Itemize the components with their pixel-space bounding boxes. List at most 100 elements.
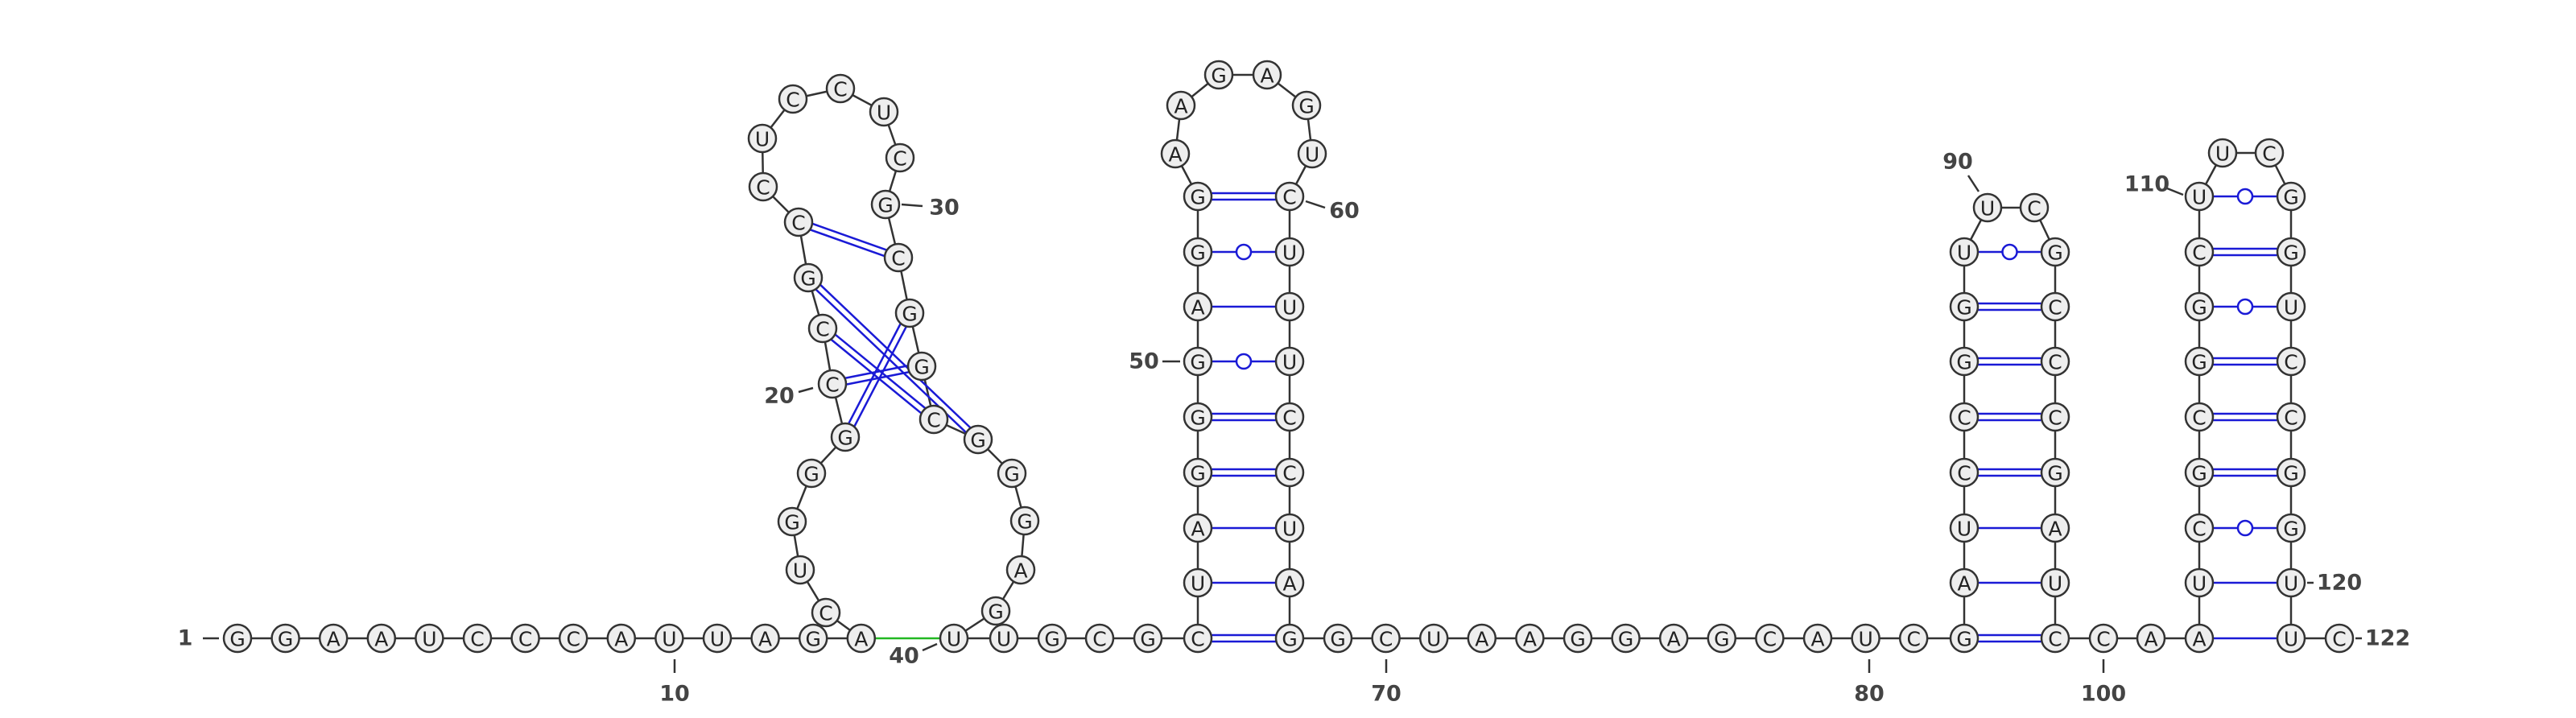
nucleotide-circle (1371, 623, 1401, 654)
nucleotide-letter: U (1282, 518, 1297, 541)
nucleotide: C (2184, 237, 2215, 267)
nucleotide-circle (1274, 567, 1305, 598)
nucleotide-letter: C (1282, 406, 1296, 430)
nucleotide-circle (793, 262, 824, 293)
nucleotide-circle (415, 623, 444, 654)
nucleotide: U (2276, 623, 2306, 654)
nucleotide: G (1009, 505, 1040, 536)
nucleotide-letter: U (755, 128, 770, 151)
nucleotide-circle (1949, 237, 1979, 267)
nucleotide: A (1949, 567, 1979, 598)
nucleotide-letter: C (2048, 406, 2062, 430)
nucleotide: G (1707, 623, 1737, 654)
nucleotide-letter: G (2283, 462, 2298, 485)
nucleotide-circle (1274, 291, 1305, 322)
nucleotide-letter: C (2284, 351, 2297, 374)
nucleotide-circle (2040, 457, 2070, 488)
nucleotide-circle (846, 623, 877, 654)
position-label: 100 (2081, 659, 2126, 707)
nucleotide-circle (2254, 138, 2285, 168)
nucleotide-letter: G (1211, 64, 1226, 88)
nucleotide: U (747, 123, 778, 154)
nucleotide: G (2184, 291, 2215, 322)
gc-pair-line (819, 283, 972, 429)
nucleotide-circle (1183, 513, 1213, 543)
nucleotide-letter: G (2283, 241, 2298, 265)
nucleotide-letter: G (1714, 628, 1729, 651)
nucleotide: C (2276, 346, 2306, 377)
nucleotide: G (2276, 513, 2306, 543)
nucleotide: C (510, 623, 540, 654)
nucleotide-letter: C (819, 602, 832, 625)
nucleotide-letter: G (2047, 462, 2062, 485)
nucleotide-circle (1949, 291, 1979, 322)
nucleotide: A (846, 623, 877, 654)
nucleotide: G (270, 623, 300, 654)
nucleotide-circle (750, 623, 780, 654)
nucleotide-circle (1252, 60, 1282, 90)
nucleotide-letter: G (1140, 628, 1155, 651)
nucleotide-letter: U (947, 628, 961, 651)
nucleotide-letter: G (2191, 296, 2207, 320)
nucleotide-letter: C (1379, 628, 1393, 651)
nucleotide-letter: U (2215, 142, 2230, 166)
nucleotide-letter: U (1426, 628, 1441, 651)
nucleotide: A (1252, 60, 1282, 90)
position-label-text: 20 (764, 384, 795, 409)
position-label-text: 30 (929, 196, 960, 221)
nucleotide-letter: A (1013, 559, 1027, 583)
nucleotide-circle (1203, 60, 1234, 90)
nucleotide: U (1274, 237, 1305, 267)
nucleotide-letter: U (2048, 572, 2062, 596)
nucleotide: U (785, 555, 815, 585)
nucleotide-circle (1183, 567, 1213, 598)
nucleotide-circle (702, 623, 733, 654)
nucleotide: C (811, 597, 841, 628)
position-label-text: 10 (659, 682, 690, 707)
nucleotide-circle (2040, 623, 2070, 654)
nucleotide-circle (906, 351, 937, 382)
nucleotide-letter: G (803, 463, 819, 486)
nucleotide: C (2040, 346, 2070, 377)
nucleotide-letter: A (1523, 628, 1537, 651)
nucleotide-circle (2040, 237, 2070, 267)
nucleotide: C (817, 369, 848, 399)
nucleotide: G (1183, 237, 1213, 267)
nucleotide: G (894, 298, 925, 328)
nucleotide: A (1183, 291, 1213, 322)
gu-wobble-marker (2001, 243, 2018, 261)
nucleotide-letter: A (2144, 628, 2157, 651)
position-label: 90 (1942, 150, 1980, 192)
nucleotide-circle (1183, 181, 1213, 212)
nucleotide-circle (2276, 402, 2306, 432)
nucleotide-letter: A (758, 628, 772, 651)
nucleotide: C (778, 84, 808, 114)
nucleotide-letter: A (327, 628, 341, 651)
gu-wobble-marker (1235, 243, 1253, 261)
nucleotide: A (2136, 623, 2166, 654)
nucleotide: C (2019, 192, 2050, 223)
nucleotide-letter: G (914, 356, 929, 379)
nucleotide: G (796, 458, 827, 489)
nucleotide-letter: G (1190, 406, 1205, 430)
nucleotide-circle (2184, 346, 2215, 377)
nucleotide-letter: U (1980, 197, 1995, 221)
nucleotide-letter: A (2192, 628, 2206, 651)
nucleotide: C (2254, 138, 2285, 168)
nucleotide-circle (2040, 513, 2070, 543)
nucleotide: C (2040, 291, 2070, 322)
nucleotide-circle (1949, 513, 1979, 543)
nucleotide-letter: G (1190, 462, 1205, 485)
gu-wobble-marker (1235, 353, 1253, 370)
nucleotide-letter: C (2262, 142, 2276, 166)
nucleotide-circle (1084, 623, 1115, 654)
nucleotide: U (1972, 192, 2003, 223)
position-label-text: 60 (1329, 199, 1360, 224)
gc-pair-line (830, 338, 923, 415)
nucleotide: A (318, 623, 349, 654)
nucleotide-letter: C (470, 628, 484, 651)
nucleotide-circle (1183, 291, 1213, 322)
base-pair-layer (810, 188, 2277, 643)
nucleotide-circle (748, 171, 778, 202)
nucleotide-letter: U (997, 628, 1011, 651)
